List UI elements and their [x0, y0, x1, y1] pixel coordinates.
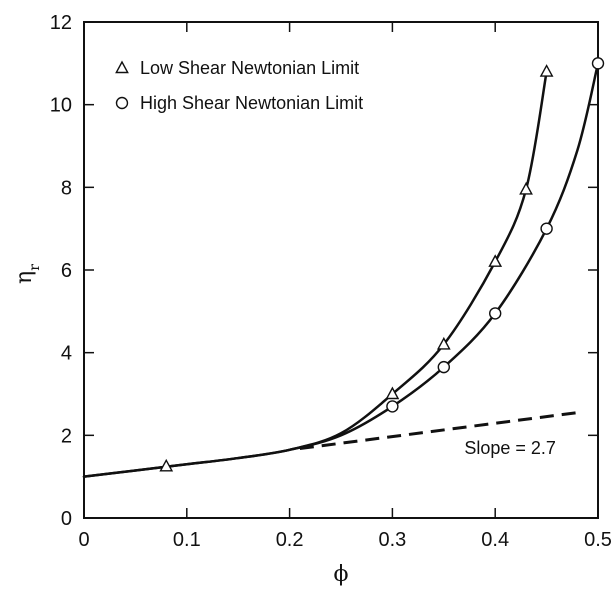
high-shear-marker	[489, 307, 502, 320]
y-tick-label: 6	[61, 260, 72, 282]
low-shear-marker	[488, 254, 503, 267]
low-shear-marker	[436, 336, 451, 350]
y-axis-title: ηr	[12, 264, 43, 284]
y-tick-label: 4	[61, 343, 72, 365]
high-shear-marker	[591, 57, 605, 70]
x-axis-title: ϕ	[334, 562, 349, 587]
high-shear-marker	[386, 400, 399, 413]
y-tick-label: 10	[50, 95, 72, 117]
legend-label-low-shear: Low Shear Newtonian Limit	[140, 58, 359, 78]
slope-dashed-line	[299, 411, 578, 451]
slope-annotation: Slope = 2.7	[464, 438, 556, 458]
x-tick-label: 0.1	[173, 529, 201, 551]
high-shear-curve	[82, 62, 600, 478]
y-axis-title-group: ηr	[12, 264, 43, 284]
y-tick-label: 0	[61, 508, 72, 530]
legend-label-high-shear: High Shear Newtonian Limit	[140, 93, 363, 113]
low-shear-marker	[159, 458, 174, 472]
x-tick-label: 0.5	[584, 529, 611, 551]
legend-triangle-marker	[115, 60, 129, 74]
x-tick-label: 0.4	[481, 529, 509, 551]
legend-circle-marker	[115, 96, 129, 110]
high-shear-marker	[540, 222, 553, 235]
low-shear-marker	[519, 181, 533, 195]
y-tick-label: 12	[50, 12, 72, 34]
y-tick-label: 2	[61, 425, 72, 447]
x-tick-label: 0	[78, 529, 89, 551]
y-axis-title-main: η	[12, 271, 37, 284]
low-shear-curve	[82, 70, 548, 478]
low-shear-marker	[385, 386, 400, 400]
y-axis-title-subscript: r	[27, 264, 43, 271]
y-tick-label: 8	[61, 177, 72, 199]
low-shear-marker	[539, 64, 554, 77]
high-shear-marker	[437, 360, 450, 374]
x-tick-label: 0.2	[276, 529, 304, 551]
x-tick-label: 0.3	[378, 529, 406, 551]
